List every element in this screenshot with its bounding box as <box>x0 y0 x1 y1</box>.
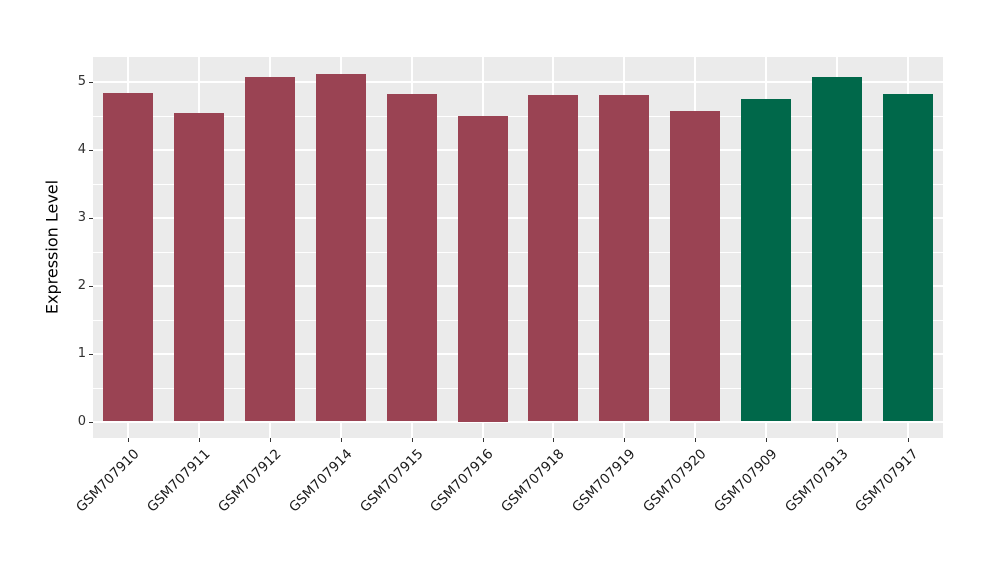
x-axis-tick <box>553 438 555 442</box>
x-axis-tick <box>765 438 767 442</box>
bar-GSM707918 <box>528 95 579 422</box>
x-tick-label: GSM707914 <box>285 446 356 516</box>
x-axis-tick <box>340 438 342 442</box>
x-tick-label: GSM707913 <box>781 446 852 516</box>
x-axis-tick <box>695 438 697 442</box>
y-tick-label: 2 <box>77 278 86 293</box>
x-tick-label: GSM707909 <box>710 446 781 516</box>
x-tick-label: GSM707912 <box>214 446 285 516</box>
x-axis-tick <box>199 438 201 442</box>
y-tick-label: 5 <box>77 74 86 89</box>
bar-GSM707916 <box>457 115 508 422</box>
x-tick-label: GSM707910 <box>73 446 143 516</box>
bar-GSM707911 <box>174 113 225 422</box>
y-tick-label: 3 <box>77 210 86 225</box>
x-axis-tick <box>270 438 272 442</box>
gridline-horizontal-major <box>93 284 943 287</box>
x-tick-label: GSM707918 <box>498 446 568 516</box>
x-axis-tick <box>411 438 413 442</box>
x-tick-label: GSM707917 <box>852 446 922 516</box>
bar-GSM707909 <box>740 99 791 422</box>
bar-GSM707913 <box>811 77 862 422</box>
gridline-horizontal-major <box>93 420 943 423</box>
plot-panel <box>93 57 943 438</box>
bar-GSM707915 <box>386 94 437 422</box>
y-axis-tick <box>89 421 93 423</box>
y-axis-tick <box>89 353 93 355</box>
gridline-horizontal-major <box>93 80 943 83</box>
gridline-horizontal-minor <box>93 183 943 185</box>
x-tick-label: GSM707919 <box>569 446 639 516</box>
bar-GSM707910 <box>103 93 154 422</box>
gridline-horizontal-major <box>93 352 943 355</box>
gridline-horizontal-minor <box>93 319 943 321</box>
gridline-horizontal-minor <box>93 387 943 389</box>
bar-GSM707912 <box>245 76 296 422</box>
y-tick-label: 0 <box>77 414 86 429</box>
x-axis-tick <box>907 438 909 442</box>
bar-GSM707920 <box>670 110 721 422</box>
gridline-horizontal-major <box>93 148 943 151</box>
x-axis-tick <box>836 438 838 442</box>
y-tick-label: 4 <box>77 142 86 157</box>
y-axis-tick <box>89 217 93 219</box>
x-axis-tick <box>624 438 626 442</box>
bar-GSM707914 <box>315 74 366 422</box>
bar-GSM707917 <box>882 94 933 422</box>
x-tick-label: GSM707915 <box>356 446 427 516</box>
y-axis-tick <box>89 81 93 83</box>
y-tick-label: 1 <box>77 346 86 361</box>
bar-GSM707919 <box>599 95 650 422</box>
gridline-horizontal-minor <box>93 115 943 117</box>
x-tick-label: GSM707916 <box>427 446 497 516</box>
x-tick-label: GSM707920 <box>639 446 710 516</box>
x-axis-tick <box>128 438 130 442</box>
y-axis-tick <box>89 285 93 287</box>
gridline-horizontal-minor <box>93 251 943 253</box>
y-axis-tick <box>89 149 93 151</box>
y-axis-title-text: Expression Level <box>42 179 62 315</box>
x-tick-label: GSM707911 <box>144 446 214 516</box>
x-axis-tick <box>482 438 484 442</box>
gridline-horizontal-major <box>93 216 943 219</box>
